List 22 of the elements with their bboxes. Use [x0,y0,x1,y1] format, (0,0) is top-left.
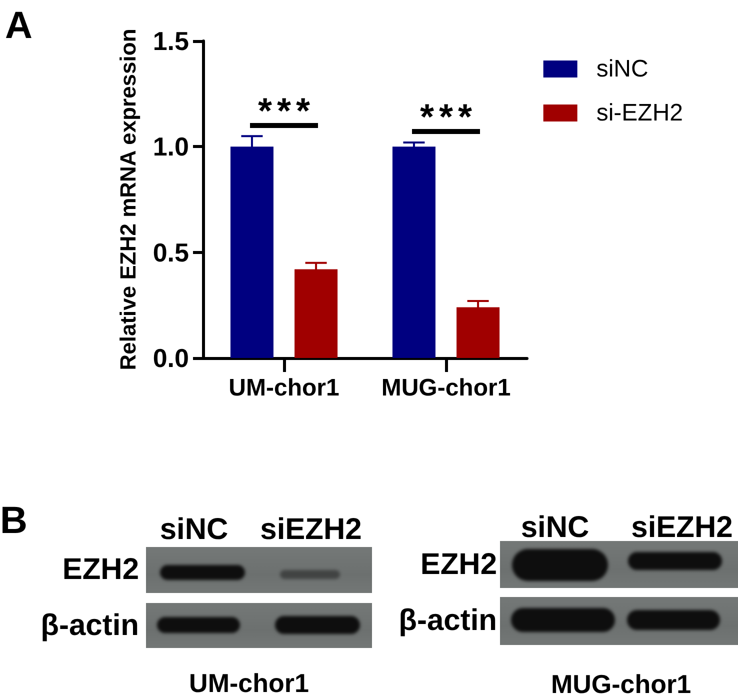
y-tick-label: 0.5 [152,237,189,268]
text: MUG-chor1 [550,669,692,697]
text: siEZH2 [260,513,362,546]
text: EZH2 [420,548,497,580]
text: B [0,500,28,542]
text: β-actin [398,604,497,637]
text: siEZH2 [631,511,733,544]
text: siNC [160,513,228,546]
legend-label: si-EZH2 [596,100,683,126]
bar [392,146,436,358]
y-axis-title: Relative EZH2 mRNA expression [116,28,140,370]
annotation: *** [258,90,316,132]
legend-label: siNC [596,56,648,82]
y-tick-label: 1.0 [152,132,189,162]
text: siNC [520,511,590,544]
text: β-actin [40,608,139,642]
text: UM-chor1 [189,668,309,697]
chart-title: A [5,5,32,47]
y-tick-label: 0.0 [152,343,189,373]
annotation: *** [420,96,478,138]
y-tick-label: 1.5 [152,26,189,56]
text: EZH2 [62,553,139,586]
